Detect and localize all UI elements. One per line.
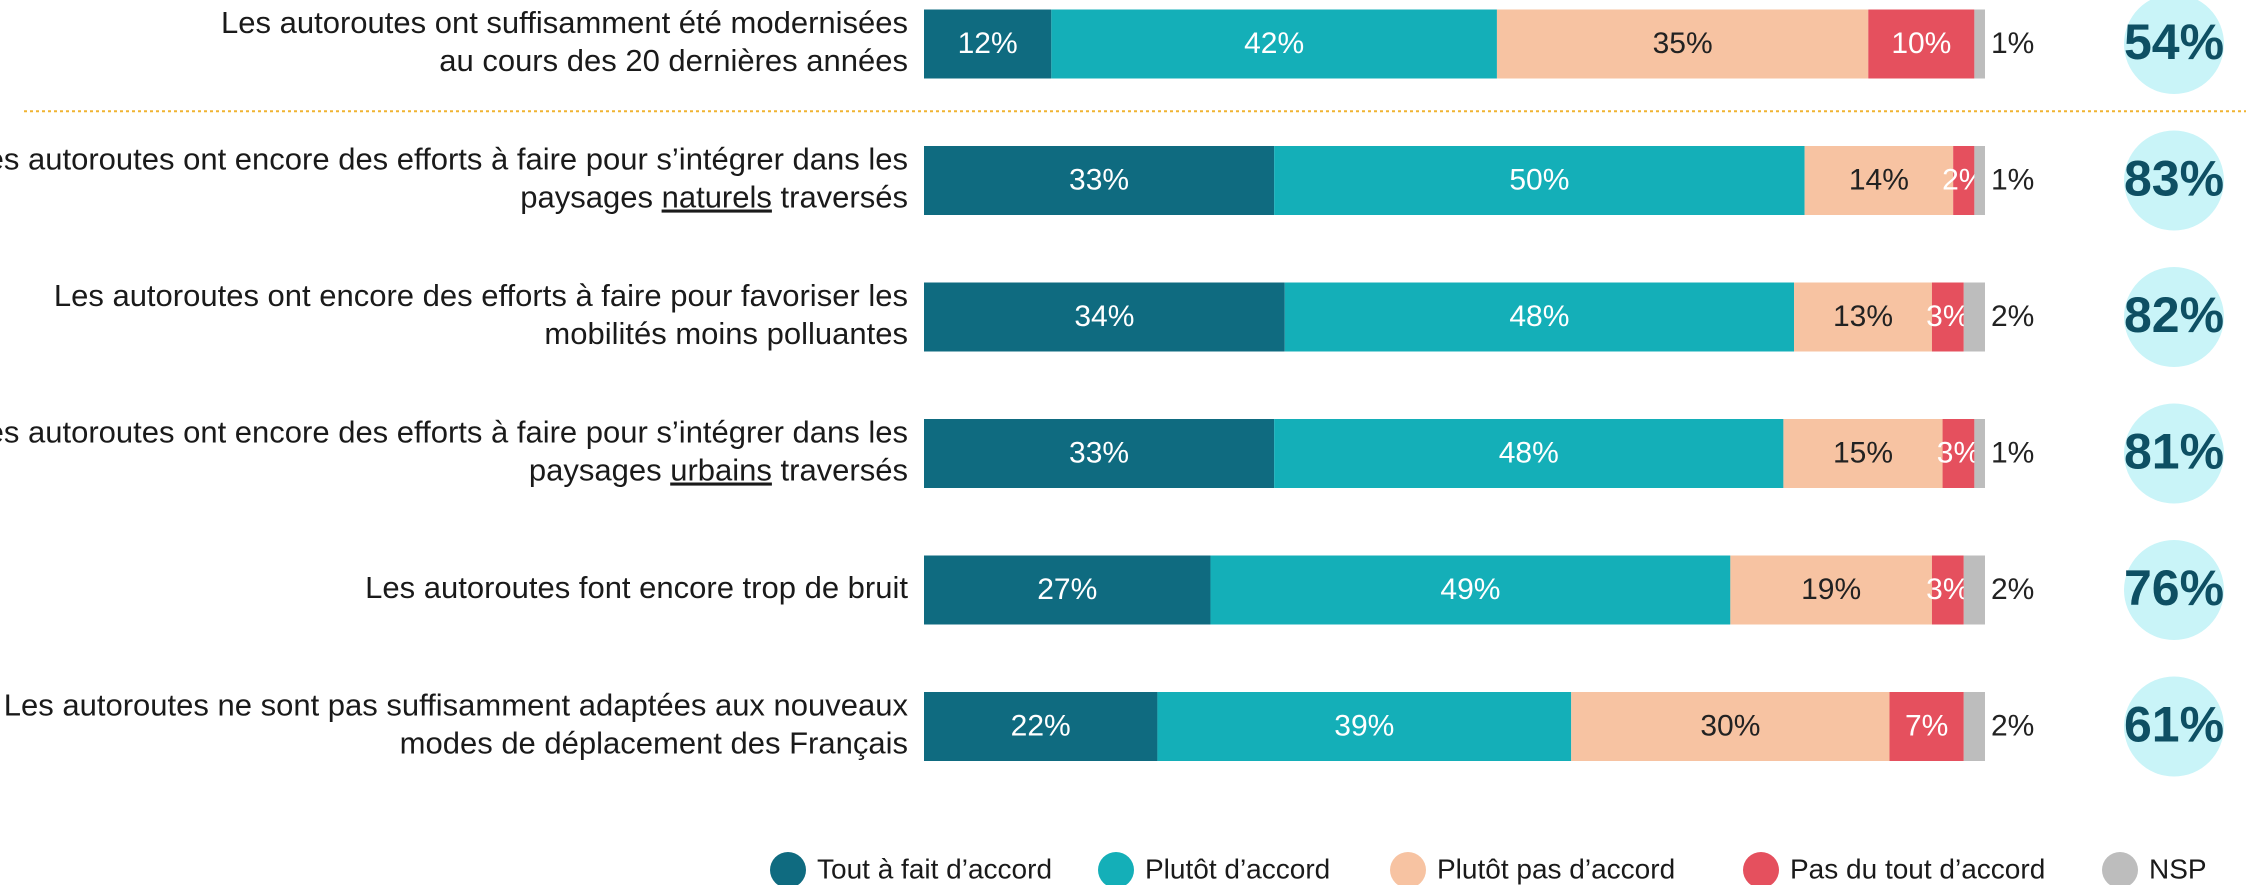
bar-segment xyxy=(1942,419,1975,488)
value-label: 19% xyxy=(1801,573,1861,606)
value-label: 3% xyxy=(1926,300,1969,333)
bar-segment xyxy=(1974,9,1985,79)
bar-segment xyxy=(1274,146,1805,215)
row-label: Les autoroutes ont encore des efforts à … xyxy=(0,415,908,450)
bar-segment xyxy=(1931,555,1964,625)
legend-label: Plutôt d’accord xyxy=(1145,853,1330,884)
legend-label: Pas du tout d’accord xyxy=(1790,853,2045,884)
total-circle xyxy=(2124,0,2224,94)
value-label: 7% xyxy=(1905,709,1948,742)
bar-segment xyxy=(1868,9,1975,79)
total-circle xyxy=(2124,676,2224,777)
bar-segment xyxy=(1571,692,1890,761)
bar-segment xyxy=(1274,419,1784,488)
value-label: 35% xyxy=(1653,27,1713,60)
value-label: 49% xyxy=(1440,573,1500,606)
row-label: Les autoroutes ont encore des efforts à … xyxy=(0,142,908,177)
bar-segment xyxy=(1783,419,1943,488)
value-label: 2% xyxy=(1991,709,2034,742)
legend-label: Tout à fait d’accord xyxy=(817,853,1052,884)
row-label: paysages urbains traversés xyxy=(529,453,908,488)
total-label: 54% xyxy=(2124,14,2224,70)
row-label: modes de déplacement des Français xyxy=(400,726,908,761)
legend-swatch xyxy=(770,852,806,885)
value-label: 50% xyxy=(1509,163,1569,196)
bar-segment xyxy=(1974,146,1985,215)
bar-segment xyxy=(924,692,1158,761)
bar-segment xyxy=(1931,282,1964,352)
value-label: 48% xyxy=(1499,436,1559,469)
bar-segment xyxy=(1157,692,1572,761)
value-label: 12% xyxy=(958,27,1018,60)
bar-segment xyxy=(924,555,1211,625)
value-label: 27% xyxy=(1037,573,1097,606)
total-circle xyxy=(2124,267,2224,367)
legend-swatch xyxy=(1743,852,1779,885)
bar-segment xyxy=(1963,555,1985,625)
bar-segment xyxy=(924,146,1275,215)
value-label: 10% xyxy=(1891,27,1951,60)
legend-swatch xyxy=(2102,852,2138,885)
bar-segment xyxy=(1953,146,1975,215)
bar-segment xyxy=(1963,692,1985,761)
bar-segment xyxy=(1284,282,1795,352)
value-label: 3% xyxy=(1926,573,1969,606)
value-label: 22% xyxy=(1011,709,1071,742)
value-label: 2% xyxy=(1991,300,2034,333)
total-circle xyxy=(2124,540,2224,640)
value-label: 2% xyxy=(1991,573,2034,606)
value-label: 3% xyxy=(1937,436,1980,469)
value-label: 42% xyxy=(1244,27,1304,60)
bar-segment xyxy=(1730,555,1932,625)
bar-segment xyxy=(1889,692,1964,761)
value-label: 1% xyxy=(1991,436,2034,469)
total-circle xyxy=(2124,130,2224,231)
bar-segment xyxy=(924,282,1285,352)
total-label: 83% xyxy=(2124,151,2224,207)
total-label: 61% xyxy=(2124,697,2224,753)
value-label: 34% xyxy=(1074,300,1134,333)
bar-segment xyxy=(924,9,1052,79)
total-label: 76% xyxy=(2124,560,2224,616)
total-label: 81% xyxy=(2124,424,2224,480)
bar-segment xyxy=(1051,9,1497,79)
row-label: paysages naturels traversés xyxy=(520,180,908,215)
legend-label: NSP xyxy=(2149,853,2207,884)
value-label: 39% xyxy=(1334,709,1394,742)
value-label: 15% xyxy=(1833,436,1893,469)
bar-segment xyxy=(1210,555,1731,625)
value-label: 14% xyxy=(1849,163,1909,196)
row-label: Les autoroutes ont encore des efforts à … xyxy=(54,278,908,313)
legend-swatch xyxy=(1390,852,1426,885)
value-label: 1% xyxy=(1991,27,2034,60)
row-label: mobilités moins polluantes xyxy=(544,316,908,351)
bar-segment xyxy=(1496,9,1869,79)
legend-label: Plutôt pas d’accord xyxy=(1437,853,1675,884)
value-label: 33% xyxy=(1069,436,1129,469)
legend-swatch xyxy=(1098,852,1134,885)
value-label: 13% xyxy=(1833,300,1893,333)
bar-segment xyxy=(1794,282,1932,352)
total-circle xyxy=(2124,403,2224,504)
value-label: 33% xyxy=(1069,163,1129,196)
row-label: Les autoroutes ne sont pas suffisamment … xyxy=(4,688,909,723)
value-label: 1% xyxy=(1991,163,2034,196)
row-label: au cours des 20 dernières années xyxy=(439,43,908,78)
bar-segment xyxy=(1963,282,1985,352)
total-label: 82% xyxy=(2124,287,2224,343)
row-label: Les autoroutes ont suffisamment été mode… xyxy=(221,5,908,40)
value-label: 48% xyxy=(1509,300,1569,333)
value-label: 30% xyxy=(1700,709,1760,742)
bar-segment xyxy=(924,419,1275,488)
bar-segment xyxy=(1804,146,1954,215)
bar-segment xyxy=(1974,419,1985,488)
row-label: Les autoroutes font encore trop de bruit xyxy=(365,570,908,605)
